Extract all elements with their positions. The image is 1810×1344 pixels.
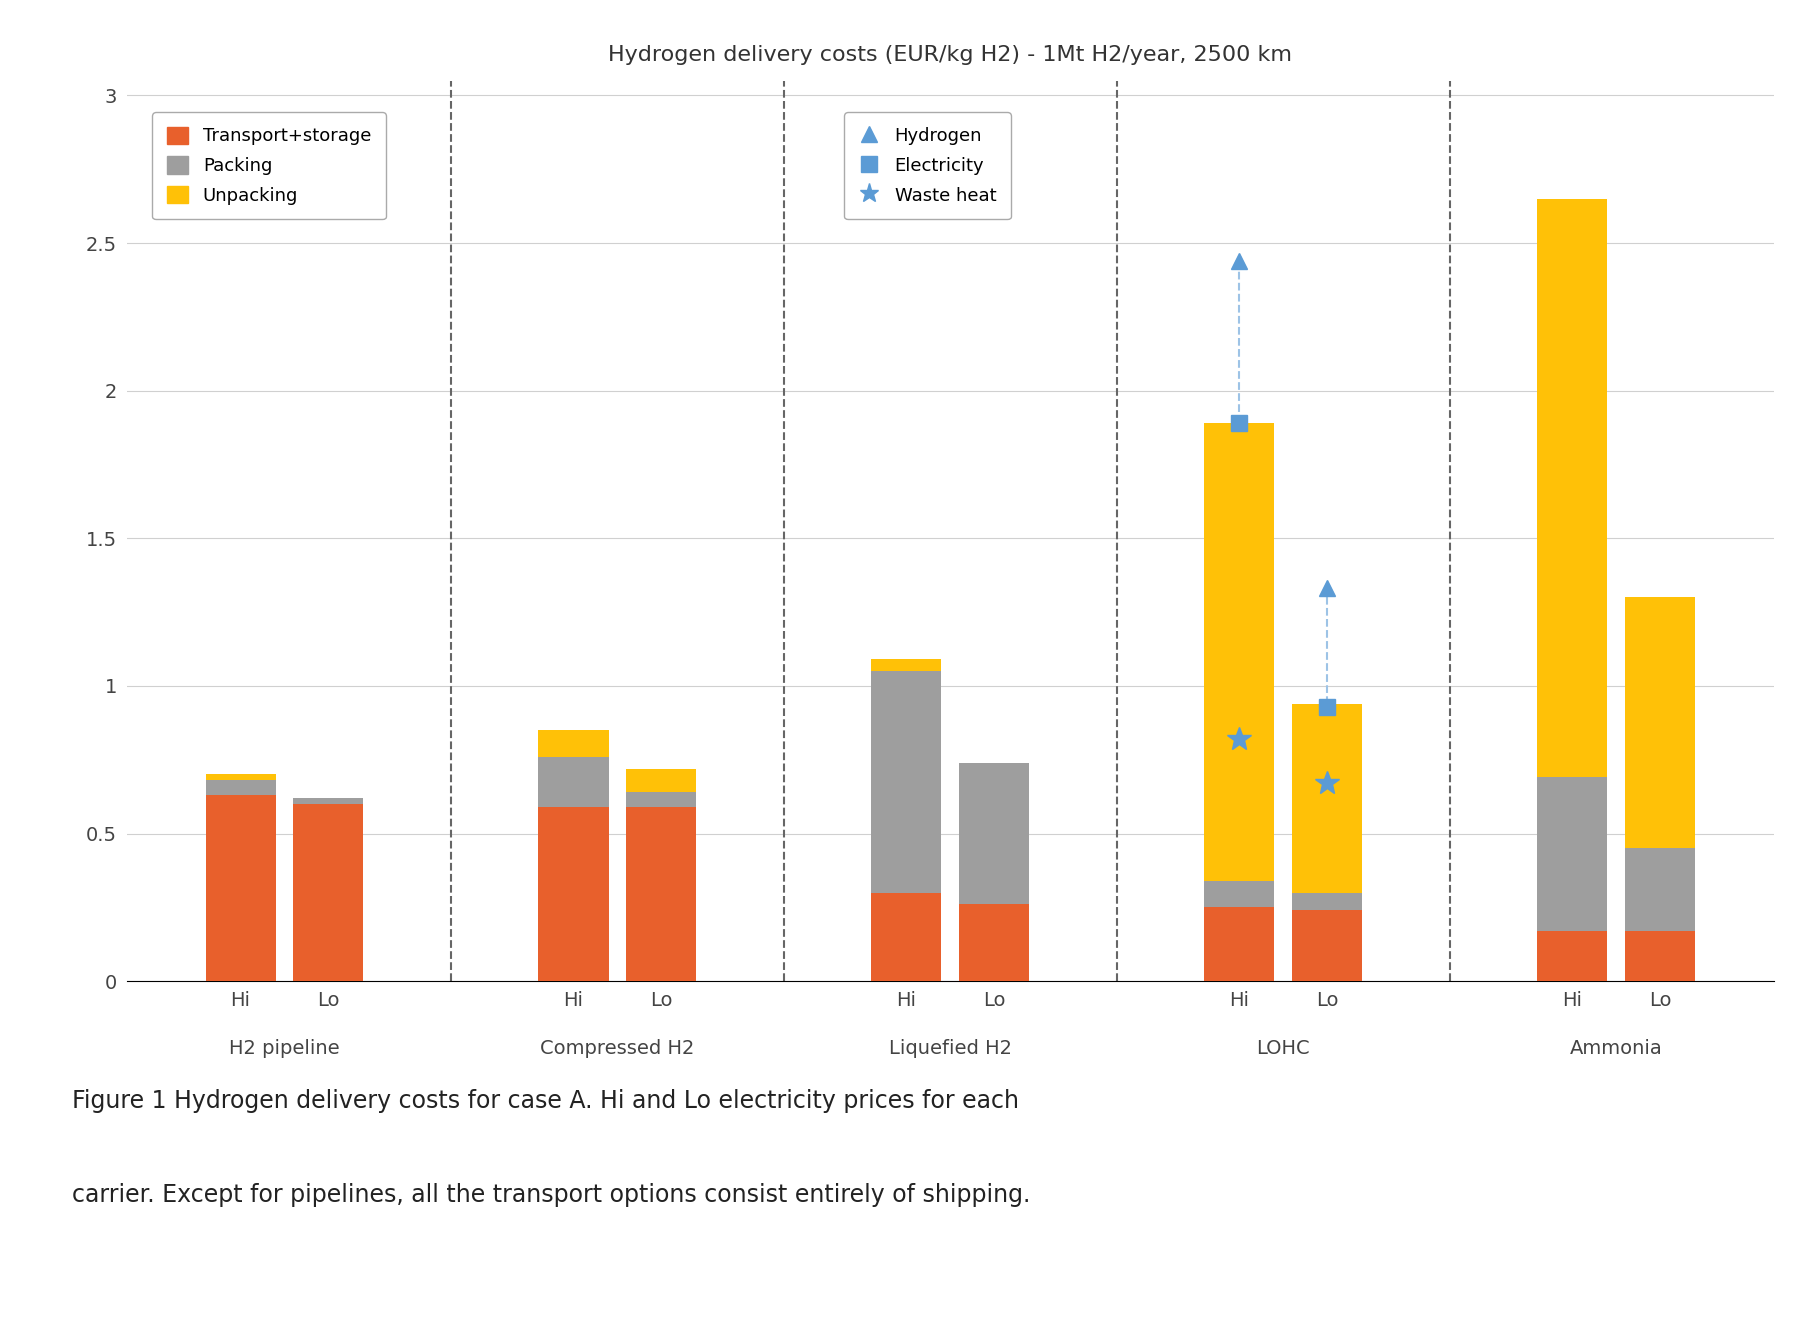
Bar [1537, 199, 1607, 777]
Bar [626, 792, 697, 806]
Text: carrier. Except for pipelines, all the transport options consist entirely of shi: carrier. Except for pipelines, all the t… [72, 1183, 1030, 1207]
Bar [959, 762, 1030, 905]
Text: Figure 1 Hydrogen delivery costs for case A. Hi and Lo electricity prices for ea: Figure 1 Hydrogen delivery costs for cas… [72, 1089, 1019, 1113]
Bar [539, 730, 608, 757]
Bar [539, 757, 608, 806]
Bar [1537, 777, 1607, 931]
Bar [871, 660, 941, 671]
Bar [293, 798, 364, 804]
Bar [1292, 910, 1363, 981]
Bar [1625, 848, 1694, 931]
Bar [206, 796, 275, 981]
Text: Liquefied H2: Liquefied H2 [889, 1039, 1012, 1059]
Bar [871, 892, 941, 981]
Bar [1292, 704, 1363, 892]
Bar [626, 806, 697, 981]
Title: Hydrogen delivery costs (EUR/kg H2) - 1Mt H2/year, 2500 km: Hydrogen delivery costs (EUR/kg H2) - 1M… [608, 46, 1292, 66]
Bar [206, 781, 275, 796]
Bar [1537, 931, 1607, 981]
Bar [959, 905, 1030, 981]
Legend: Hydrogen, Electricity, Waste heat: Hydrogen, Electricity, Waste heat [843, 112, 1010, 219]
Text: LOHC: LOHC [1256, 1039, 1310, 1059]
Bar [871, 671, 941, 892]
Bar [1625, 931, 1694, 981]
Bar [293, 804, 364, 981]
Bar [539, 806, 608, 981]
Text: Compressed H2: Compressed H2 [539, 1039, 695, 1059]
Bar [1204, 423, 1274, 880]
Text: Ammonia: Ammonia [1569, 1039, 1662, 1059]
Bar [206, 774, 275, 781]
Bar [1292, 892, 1363, 910]
Bar [1204, 907, 1274, 981]
Bar [626, 769, 697, 792]
Text: H2 pipeline: H2 pipeline [230, 1039, 340, 1059]
Bar [1625, 597, 1694, 848]
Bar [1204, 880, 1274, 907]
